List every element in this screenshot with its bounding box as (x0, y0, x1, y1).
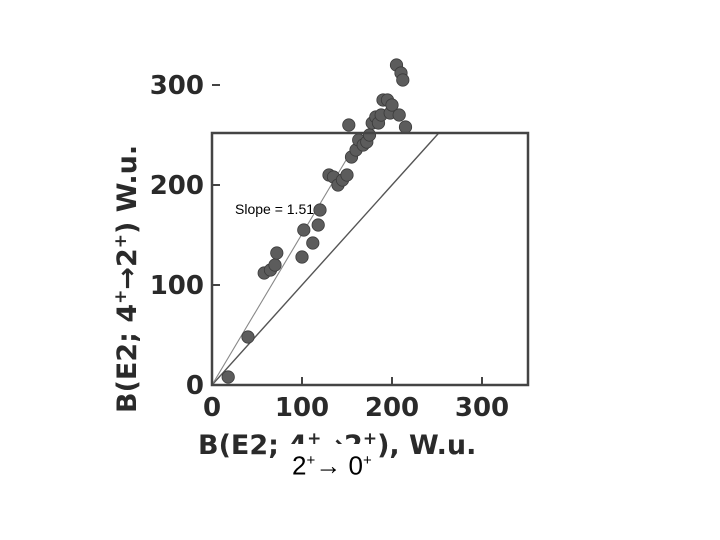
data-point (268, 258, 282, 272)
x-tick-label: 0 (203, 393, 221, 423)
overlay-to: 0 (348, 450, 363, 481)
arrow-icon: → (315, 450, 342, 481)
x-axis-ticks: 0 100 200 300 (203, 377, 509, 423)
data-point (311, 218, 325, 232)
data-point (295, 250, 309, 264)
y-axis-title: B(E2; 4+→2+) W.u. (111, 145, 143, 413)
data-point (306, 236, 320, 250)
data-point (340, 168, 354, 182)
data-points (221, 58, 413, 384)
y-axis-ticks: 0 100 200 300 (150, 71, 220, 401)
data-point (297, 223, 311, 237)
data-point (270, 246, 284, 260)
data-point (392, 108, 406, 122)
y-tick-label: 100 (150, 271, 204, 301)
x-tick-label: 300 (455, 393, 509, 423)
data-point (362, 128, 377, 142)
overlay-from: 2 (292, 450, 307, 481)
data-point (342, 118, 356, 132)
y-tick-label: 0 (186, 371, 204, 401)
overlay-from-sup: + (306, 452, 316, 469)
slope-annotation: Slope = 1.51 (235, 201, 314, 217)
x-tick-label: 200 (365, 393, 419, 423)
x-tick-label: 100 (275, 393, 329, 423)
data-point (385, 98, 399, 112)
overlay-to-sup: + (362, 452, 372, 469)
data-point (398, 120, 413, 134)
data-point (396, 73, 410, 87)
data-point (221, 370, 235, 384)
data-point (313, 203, 327, 217)
y-tick-label: 200 (150, 171, 204, 201)
transition-overlay-label: 2+→ 0+ (288, 444, 376, 483)
y-tick-label: 300 (150, 71, 204, 101)
fit-line (211, 132, 363, 386)
plot-frame (210, 131, 530, 387)
data-point (241, 330, 255, 344)
